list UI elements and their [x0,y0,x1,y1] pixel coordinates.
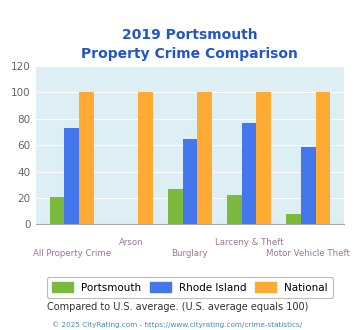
Text: Compared to U.S. average. (U.S. average equals 100): Compared to U.S. average. (U.S. average … [47,302,308,312]
Bar [50,197,64,224]
Bar [256,92,271,224]
Title: 2019 Portsmouth
Property Crime Comparison: 2019 Portsmouth Property Crime Compariso… [82,28,298,61]
Text: Motor Vehicle Theft: Motor Vehicle Theft [266,249,350,258]
Legend: Portsmouth, Rhode Island, National: Portsmouth, Rhode Island, National [47,277,333,298]
Bar [242,123,256,224]
Bar [79,92,94,224]
Bar [168,189,182,224]
Bar [301,147,316,224]
Text: All Property Crime: All Property Crime [33,249,111,258]
Bar [286,214,301,224]
Text: © 2025 CityRating.com - https://www.cityrating.com/crime-statistics/: © 2025 CityRating.com - https://www.city… [53,322,302,328]
Bar [182,139,197,224]
Bar [227,195,242,224]
Text: Burglary: Burglary [171,249,208,258]
Text: Larceny & Theft: Larceny & Theft [215,238,283,247]
Bar [64,128,79,224]
Bar [197,92,212,224]
Bar [138,92,153,224]
Text: Arson: Arson [119,238,143,247]
Bar [316,92,330,224]
